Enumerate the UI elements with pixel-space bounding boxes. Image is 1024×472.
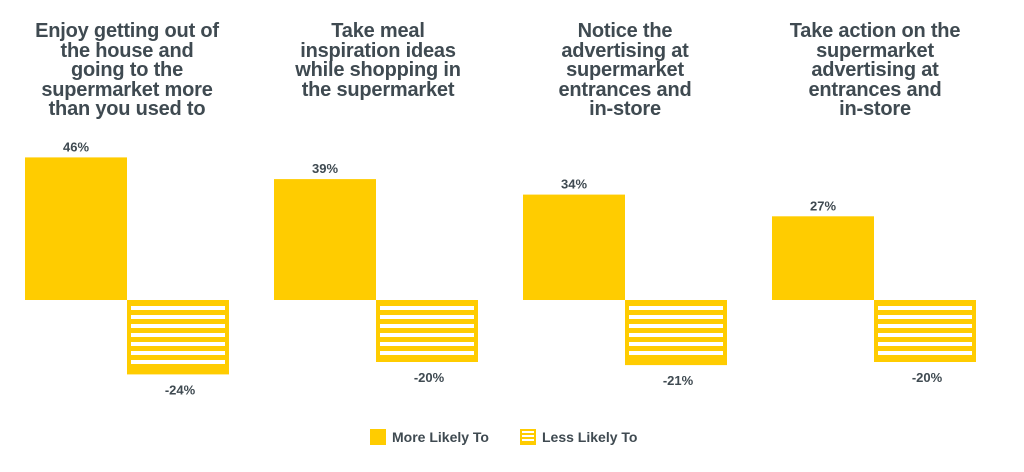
hatch-stripe xyxy=(629,351,723,355)
hatch-stripe xyxy=(380,306,474,310)
hatch-stripe xyxy=(380,351,474,355)
value-label-less: -24% xyxy=(165,382,196,397)
hatch-stripe xyxy=(380,342,474,346)
legend-more-label: More Likely To xyxy=(392,429,489,445)
value-label-less: -21% xyxy=(663,373,694,388)
panel-title-line: advertising at xyxy=(811,59,939,81)
panel-title-line: in-store xyxy=(839,98,911,120)
panel-title-line: Take action on the xyxy=(789,20,961,42)
panel-title-line: the house and xyxy=(60,39,194,62)
hatch-stripe xyxy=(380,324,474,328)
hatch-stripe xyxy=(878,315,972,319)
hatch-stripe xyxy=(878,342,972,346)
hatch-stripe xyxy=(380,333,474,337)
panel-title-line: entrances and xyxy=(808,78,942,101)
hatch-stripe xyxy=(131,351,225,355)
panel-title-line: entrances and xyxy=(558,78,692,101)
panel-title-1: Enjoy getting out of the house and going… xyxy=(2,20,252,120)
legend-less-label: Less Likely To xyxy=(542,429,638,445)
hatch-stripe xyxy=(629,342,723,346)
value-label-more: 39% xyxy=(312,161,338,176)
panel-title-line: the supermarket xyxy=(301,78,455,101)
hatch-stripe xyxy=(131,315,225,319)
bar-more-likely xyxy=(772,216,874,300)
panel-title-line: supermarket more xyxy=(41,78,213,101)
hatch-stripe xyxy=(131,306,225,310)
bar-more-likely xyxy=(25,157,127,300)
hatch-stripe xyxy=(629,306,723,310)
hatch-stripe xyxy=(380,315,474,319)
hatch-stripe xyxy=(878,306,972,310)
panel-title-line: supermarket xyxy=(816,39,934,62)
bar-more-likely xyxy=(274,179,376,300)
panel-title-line: Notice the xyxy=(577,20,673,42)
hatch-stripe xyxy=(131,360,225,364)
panel-title-3: Notice the advertising at supermarket en… xyxy=(500,20,750,120)
hatch-stripe xyxy=(629,333,723,337)
legend-solid-swatch xyxy=(370,429,386,445)
hatch-stripe xyxy=(131,324,225,328)
legend-hatched-swatch xyxy=(520,429,536,445)
panel-title-line: in-store xyxy=(589,98,661,120)
value-label-more: 27% xyxy=(810,198,836,213)
legend-more: More Likely To xyxy=(370,426,489,448)
panel-title-line: while shopping in xyxy=(295,59,461,81)
panel-title-line: advertising at xyxy=(561,39,689,62)
hatch-stripe xyxy=(878,333,972,337)
hatch-stripe xyxy=(131,333,225,337)
hatch-stripe xyxy=(629,324,723,328)
value-label-more: 46% xyxy=(63,139,89,154)
legend-less: Less Likely To xyxy=(520,426,637,448)
bar-more-likely xyxy=(523,194,625,300)
value-label-less: -20% xyxy=(414,370,445,385)
panel-title-line: than you used to xyxy=(48,98,206,120)
panel-title-2: Take meal inspiration ideas while shoppi… xyxy=(253,20,503,101)
value-label-less: -20% xyxy=(912,370,943,385)
panel-title-line: supermarket xyxy=(566,59,684,81)
hatch-stripe xyxy=(878,351,972,355)
panel-title-line: inspiration ideas xyxy=(300,39,456,62)
hatch-stripe xyxy=(878,324,972,328)
panel-title-line: going to the xyxy=(70,59,183,81)
value-label-more: 34% xyxy=(561,177,587,192)
panel-title-line: Take meal xyxy=(331,20,425,42)
panel-title-4: Take action on the supermarket advertisi… xyxy=(750,20,1000,120)
panel-title-line: Enjoy getting out of xyxy=(35,20,219,42)
hatch-stripe xyxy=(131,342,225,346)
hatch-stripe xyxy=(629,315,723,319)
